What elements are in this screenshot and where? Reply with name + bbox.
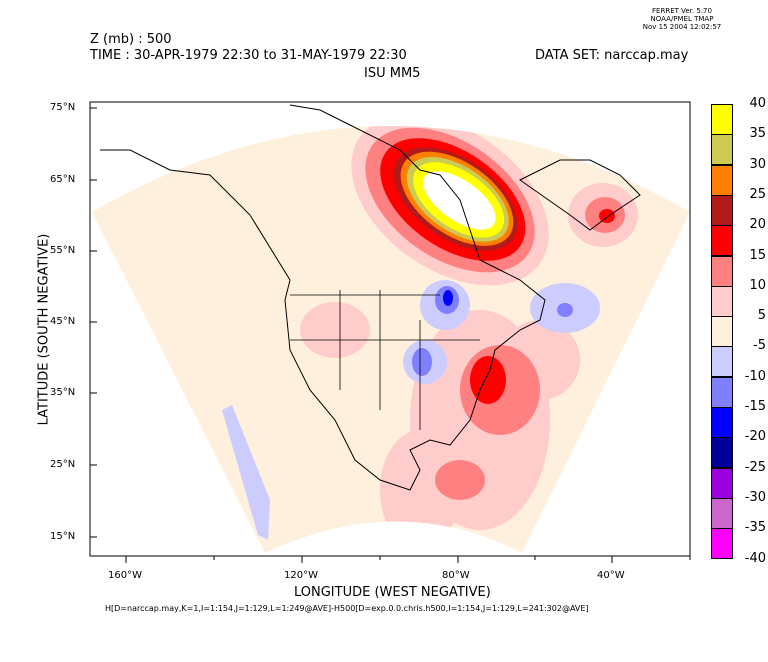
axis-ticks — [90, 107, 691, 563]
ferret-stamp: FERRET Ver. 5.70 NOAA/PMEL TMAP Nov 15 2… — [622, 7, 742, 31]
xtick-80w: 80°W — [442, 570, 470, 581]
colorbar-label: 5 — [757, 308, 766, 324]
time-label: TIME : 30-APR-1979 22:30 to 31-MAY-1979 … — [90, 48, 407, 63]
dataset-label: DATA SET: narccap.may — [535, 48, 689, 63]
anomaly-pink-plains — [300, 302, 370, 358]
plot-title: ISU MM5 — [364, 66, 421, 81]
stamp-line2: NOAA/PMEL TMAP — [650, 15, 714, 23]
ytick-55n: 55°N — [50, 245, 76, 256]
anomaly-red-greenland — [599, 209, 615, 223]
colorbar-label: 20 — [749, 217, 766, 233]
anomaly-darkblue-lakes — [443, 290, 453, 306]
colorbar-label: 35 — [749, 126, 766, 142]
stamp-line1: FERRET Ver. 5.70 — [652, 7, 712, 15]
anomaly-pink-gulf — [380, 430, 460, 550]
colorbar-label: -15 — [744, 399, 766, 414]
plot-frame — [89, 101, 691, 557]
colorbar-label: -10 — [744, 368, 766, 384]
xtick-40w: 40°W — [597, 570, 625, 581]
xtick-160w: 160°W — [108, 570, 142, 581]
colorbar-label: -25 — [744, 459, 766, 475]
colorbar-label: 40 — [749, 96, 766, 111]
anomaly-blue-ohio — [412, 348, 432, 376]
colorbar-label: 30 — [749, 156, 766, 172]
ytick-65n: 65°N — [50, 174, 76, 185]
anomaly-red-east — [470, 356, 506, 404]
ytick-35n: 35°N — [50, 387, 76, 398]
colorbar-swatch — [711, 528, 733, 560]
colorbar-label: -35 — [744, 520, 766, 536]
coastlines — [100, 104, 641, 491]
ytick-15n: 15°N — [50, 531, 76, 542]
colorbar-label: 25 — [749, 186, 766, 202]
colorbar-label: -5 — [753, 338, 766, 354]
colorbar-label: -20 — [744, 429, 766, 445]
anomaly-white-hudson — [423, 171, 496, 230]
colorbar-label: -40 — [744, 550, 766, 566]
colorbar-label: 10 — [749, 277, 766, 293]
colorbar-label: -30 — [744, 489, 766, 505]
y-axis-label: LATITUDE (SOUTH NEGATIVE) — [36, 233, 52, 426]
ytick-75n: 75°N — [50, 102, 76, 113]
x-axis-label: LONGITUDE (WEST NEGATIVE) — [294, 585, 491, 600]
anomaly-salmon-caribbean — [435, 460, 485, 500]
variable-label: Z (mb) : 500 — [90, 32, 172, 47]
ytick-45n: 45°N — [50, 316, 76, 327]
ytick-25n: 25°N — [50, 459, 76, 470]
footer-expression: H[D=narccap.may,K=1,I=1:154,J=1:129,L=1:… — [105, 604, 589, 613]
stamp-line3: Nov 15 2004 12:02:57 — [642, 23, 722, 31]
anomaly-lightblue-pacific — [222, 405, 270, 540]
colorbar-label: 15 — [749, 247, 766, 263]
xtick-120w: 120°W — [284, 570, 318, 581]
anomaly-blue-atlantic — [557, 303, 573, 317]
